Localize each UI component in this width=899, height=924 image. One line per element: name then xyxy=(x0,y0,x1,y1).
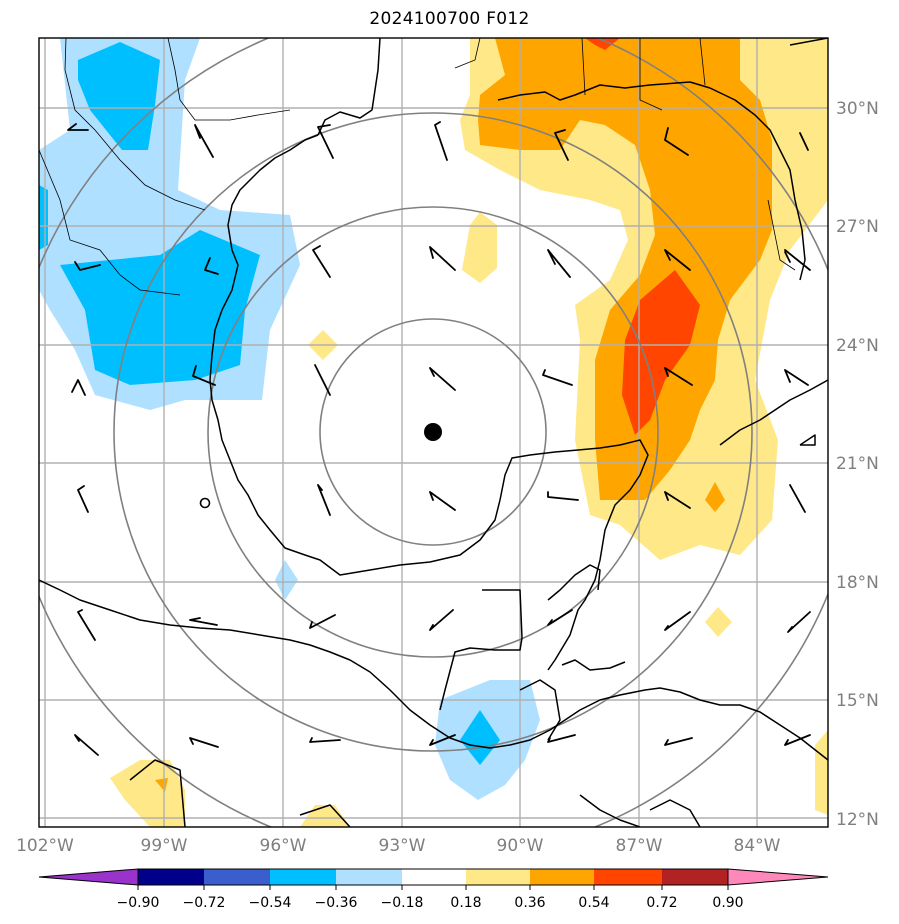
colorbar-tick: 0.18 xyxy=(450,895,481,911)
lat-label: 15°N xyxy=(836,691,879,711)
colorbar-over-extension xyxy=(727,868,829,886)
colorbar-under-extension xyxy=(38,868,139,886)
colorbar-tick: 0.72 xyxy=(646,895,677,911)
longitude-labels: 102°W 99°W 96°W 93°W 90°W 87°W 84°W xyxy=(16,836,781,856)
wind-barbs xyxy=(67,121,811,756)
lon-label: 93°W xyxy=(379,836,426,856)
lon-label: 87°W xyxy=(616,836,663,856)
range-rings xyxy=(39,38,828,827)
lon-label: 102°W xyxy=(16,836,74,856)
storm-center-marker xyxy=(424,423,442,441)
colorbar-tick: −0.90 xyxy=(117,895,160,911)
lon-label: 99°W xyxy=(141,836,188,856)
colorbar-tick: −0.72 xyxy=(183,895,226,911)
colorbar-tick: 0.54 xyxy=(578,895,609,911)
lat-label: 24°N xyxy=(836,336,879,356)
map-title: 2024100700 F012 xyxy=(369,9,530,29)
lat-label: 18°N xyxy=(836,573,879,593)
colorbar-tick: −0.54 xyxy=(249,895,292,911)
latitude-labels: 30°N 27°N 24°N 21°N 18°N 15°N 12°N xyxy=(836,99,879,830)
negative-anomaly-shading xyxy=(39,38,540,800)
graticule xyxy=(39,38,828,827)
lon-label: 90°W xyxy=(497,836,544,856)
coastlines xyxy=(39,38,828,827)
colorbar-tick: 0.36 xyxy=(514,895,545,911)
lat-label: 27°N xyxy=(836,217,879,237)
colorbar-tick: −0.18 xyxy=(381,895,424,911)
small-circle-marker xyxy=(199,497,211,509)
lon-label: 96°W xyxy=(260,836,307,856)
colorbar-tick: 0.90 xyxy=(712,895,743,911)
colorbar: −0.90 −0.72 −0.54 −0.36 −0.18 0.18 0.36 … xyxy=(38,868,829,911)
map-frame xyxy=(38,37,829,828)
colorbar-tick: −0.36 xyxy=(315,895,358,911)
lat-label: 12°N xyxy=(836,810,879,830)
lat-label: 30°N xyxy=(836,99,879,119)
state-borders xyxy=(39,38,796,296)
lon-label: 84°W xyxy=(734,836,781,856)
map-panel xyxy=(39,38,828,827)
lat-label: 21°N xyxy=(836,454,879,474)
